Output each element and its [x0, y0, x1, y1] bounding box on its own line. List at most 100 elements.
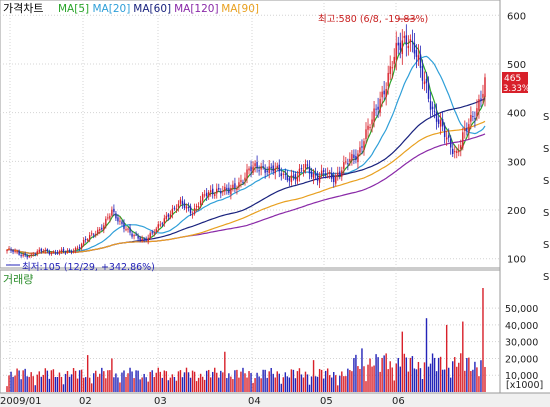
candle-body [139, 237, 141, 241]
price-panel [0, 0, 501, 269]
volume-bar [6, 386, 8, 392]
candle-body [177, 203, 180, 208]
candle-body [403, 35, 406, 38]
candle-body [427, 83, 430, 99]
candle-body [454, 151, 456, 153]
volume-bar [197, 377, 200, 392]
volume-bar [292, 369, 295, 392]
candle-body [246, 169, 248, 179]
volume-bar [232, 379, 234, 392]
volume-bar [441, 369, 444, 392]
candle-body [242, 181, 244, 183]
candle-body [40, 248, 42, 252]
volume-bar [244, 373, 246, 392]
right-edge-label: S [543, 112, 549, 123]
high-annotation: 최고:580 (6/8, -19.83%) [318, 14, 428, 25]
volume-bar [437, 357, 440, 392]
volume-bar [236, 369, 238, 392]
candle-body [163, 218, 166, 224]
volume-bar [452, 361, 454, 392]
candle-body [443, 125, 446, 137]
candle-body [419, 54, 422, 68]
volume-bar [141, 377, 143, 392]
candle-body [214, 194, 216, 196]
volume-bar [139, 379, 141, 392]
candle-body [272, 165, 274, 172]
volume-bar [262, 369, 264, 392]
volume-bar [157, 367, 159, 392]
volume-bar [407, 371, 410, 392]
volume-panel-title: 거래량 [3, 273, 33, 286]
candle-body [258, 170, 260, 172]
candle-body [264, 168, 266, 173]
volume-bar [355, 354, 357, 392]
volume-bar [450, 377, 452, 392]
candle-body [478, 99, 480, 111]
candle-body [476, 108, 478, 117]
volume-bar [189, 377, 192, 392]
candle-body [371, 119, 373, 125]
volume-bar [26, 376, 28, 392]
candle-body [121, 221, 123, 224]
x-tick-label: 02 [79, 396, 92, 407]
candle-body [91, 233, 93, 235]
volume-bar [377, 357, 379, 392]
candle-body [179, 199, 182, 204]
volume-bar [62, 384, 65, 392]
candle-body [153, 232, 155, 234]
volume-bar [44, 368, 47, 392]
candle-body [282, 173, 285, 175]
volume-bar [458, 362, 460, 392]
volume-bar [387, 369, 389, 392]
candle-body [189, 206, 192, 214]
volume-bar [478, 376, 480, 392]
candle-body [306, 164, 309, 166]
candle-body [359, 147, 361, 153]
volume-bar [470, 371, 472, 392]
candle-body [232, 184, 234, 189]
volume-bar [34, 385, 36, 392]
candle-body [296, 176, 299, 182]
candle-body [12, 250, 14, 253]
candle-body [123, 222, 125, 229]
candle-body [437, 119, 440, 124]
candle-body [44, 250, 47, 252]
candle-body [212, 188, 214, 195]
candle-body [173, 207, 176, 209]
volume-bar [413, 368, 416, 392]
volume-bar [32, 376, 34, 392]
volume-bar [395, 363, 397, 392]
candle-body [133, 234, 135, 237]
volume-bar [290, 369, 293, 392]
candle-body [343, 162, 345, 169]
volume-bar [149, 371, 151, 392]
volume-bar [304, 371, 307, 392]
candle-body [466, 127, 468, 131]
candle-body [199, 200, 202, 205]
volume-bar [433, 357, 436, 392]
candle-body [46, 249, 49, 252]
volume-bar [161, 377, 164, 392]
ma-line [6, 40, 486, 257]
ma-legend-item: MA[120] [174, 3, 218, 15]
volume-bar [224, 351, 226, 392]
volume-bar [185, 367, 188, 392]
candle-body [310, 171, 313, 177]
volume-bar [107, 370, 109, 392]
volume-bar [70, 374, 73, 392]
volume-bar [316, 376, 319, 392]
volume-bar [24, 368, 26, 392]
volume-bar [238, 377, 240, 392]
candle-body [117, 217, 119, 222]
volume-bar [337, 385, 339, 392]
volume-bar [179, 370, 182, 392]
candle-body [175, 208, 178, 210]
volume-bar [99, 373, 101, 392]
candle-body [167, 214, 170, 217]
candle-body [379, 98, 381, 113]
volume-bar [129, 367, 131, 392]
candle-body [34, 253, 36, 255]
volume-bar [367, 364, 369, 392]
candle-body [101, 227, 103, 230]
volume-bar [248, 371, 250, 392]
